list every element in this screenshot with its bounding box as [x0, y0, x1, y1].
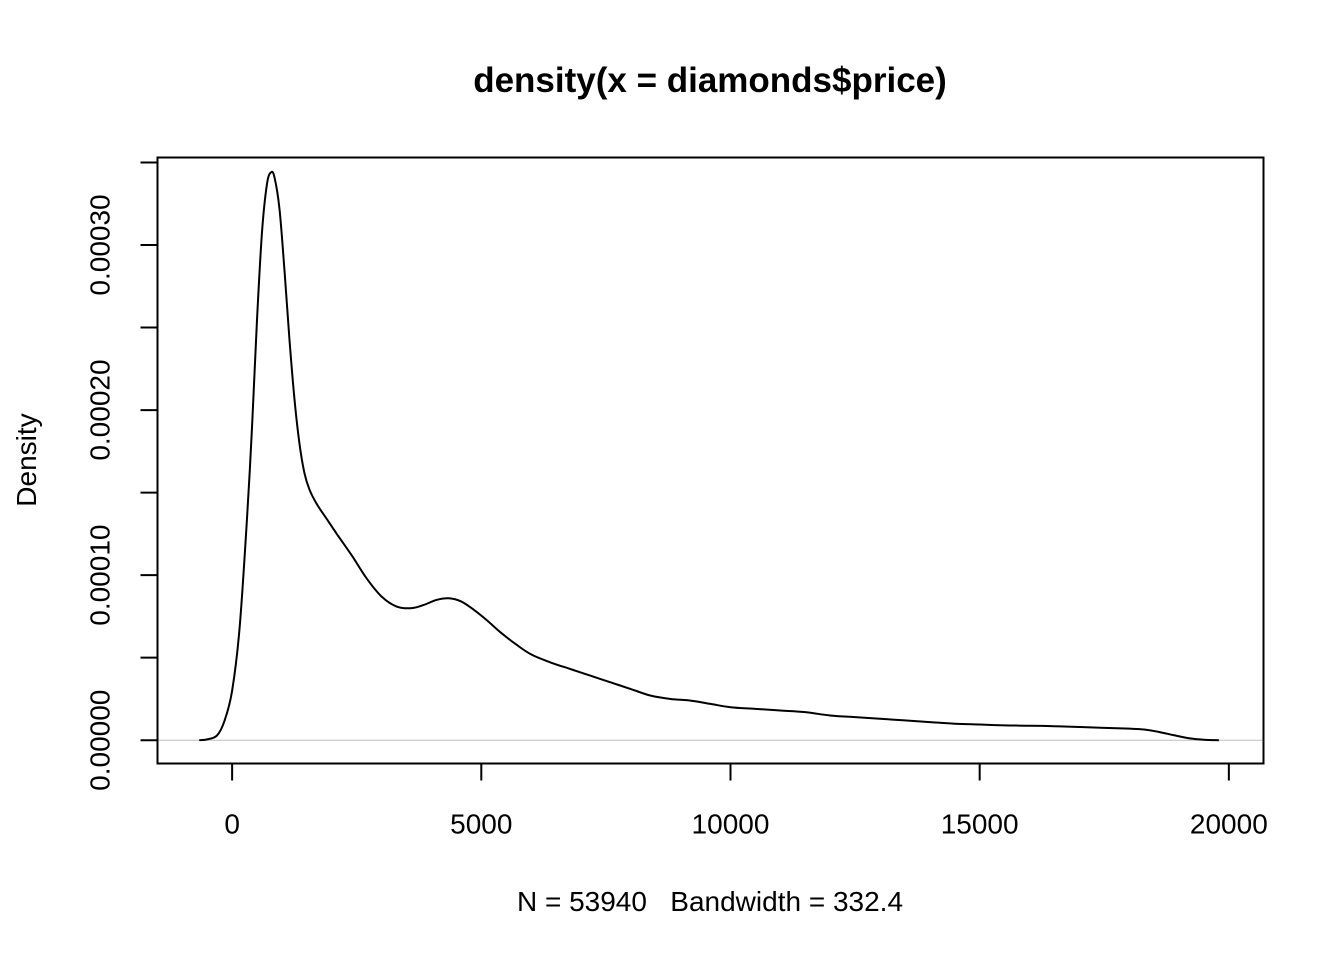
x-tick-label: 15000 — [941, 809, 1019, 840]
y-tick-label: 0.00020 — [85, 359, 116, 460]
x-tick-label: 20000 — [1190, 809, 1268, 840]
y-tick-label: 0.00000 — [85, 690, 116, 791]
plot-frame — [156, 156, 1265, 765]
density-curve — [199, 170, 1219, 742]
y-axis-label: Density — [11, 413, 42, 506]
y-tick-label: 0.00010 — [85, 525, 116, 626]
y-axis: 0.00000 0.00010 0.00020 0.00030 — [85, 161, 159, 791]
x-tick-label: 10000 — [692, 809, 770, 840]
x-axis: 0 5000 10000 15000 20000 — [224, 762, 1268, 840]
x-axis-label: N = 53940 Bandwidth = 332.4 — [517, 886, 903, 917]
y-tick-label: 0.00030 — [85, 194, 116, 295]
x-tick-label: 0 — [224, 809, 240, 840]
x-tick-label: 5000 — [450, 809, 512, 840]
chart-title: density(x = diamonds$price) — [473, 61, 947, 100]
